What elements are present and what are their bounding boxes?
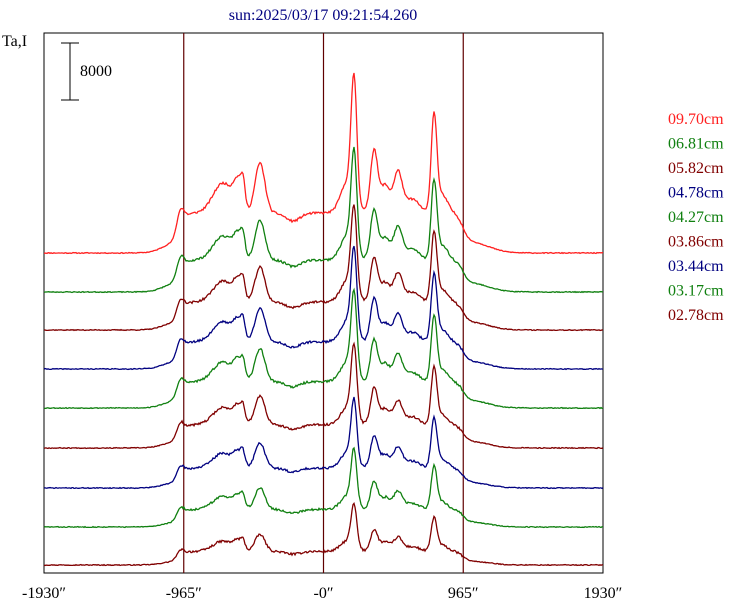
x-tick-labels: -1930″ -965″ -0″ 965″ 1930″ — [22, 585, 622, 602]
legend-entry: 06.81cm — [668, 136, 724, 153]
scale-bar-label: 8000 — [80, 63, 112, 80]
legend-entry: 04.78cm — [668, 185, 724, 202]
series-line-8 — [43, 502, 604, 567]
x-tick-label: -0″ — [314, 585, 334, 602]
x-tick-label: -965″ — [166, 585, 202, 602]
series-line-5 — [43, 341, 604, 450]
x-tick-label: 1930″ — [584, 585, 623, 602]
scale-bar — [61, 42, 79, 101]
y-axis-label: Ta,I — [2, 33, 27, 50]
series-line-0 — [44, 72, 604, 255]
legend-entry: 05.82cm — [668, 160, 724, 177]
legend-entry: 02.78cm — [668, 307, 724, 324]
series-line-2 — [43, 204, 604, 332]
series-line-1 — [43, 146, 603, 294]
chart-title: sun:2025/03/17 09:21:54.260 — [229, 7, 417, 24]
series-line-6 — [43, 396, 604, 490]
legend-entry: 04.27cm — [668, 209, 724, 226]
x-tick-label: -1930″ — [22, 585, 66, 602]
legend: 09.70cm 06.81cm 05.82cm 04.78cm 04.27cm 03.86… — [668, 111, 724, 324]
series-line-3 — [43, 245, 604, 371]
legend-entry: 09.70cm — [668, 111, 724, 128]
x-tick-label: 965″ — [448, 585, 479, 602]
legend-entry: 03.44cm — [668, 258, 724, 275]
series-line-7 — [43, 446, 603, 529]
legend-entry: 03.17cm — [668, 283, 724, 300]
series-line-4 — [43, 287, 603, 410]
legend-entry: 03.86cm — [668, 234, 724, 251]
vertical-guide-lines — [183, 33, 464, 573]
series-group — [43, 72, 604, 567]
